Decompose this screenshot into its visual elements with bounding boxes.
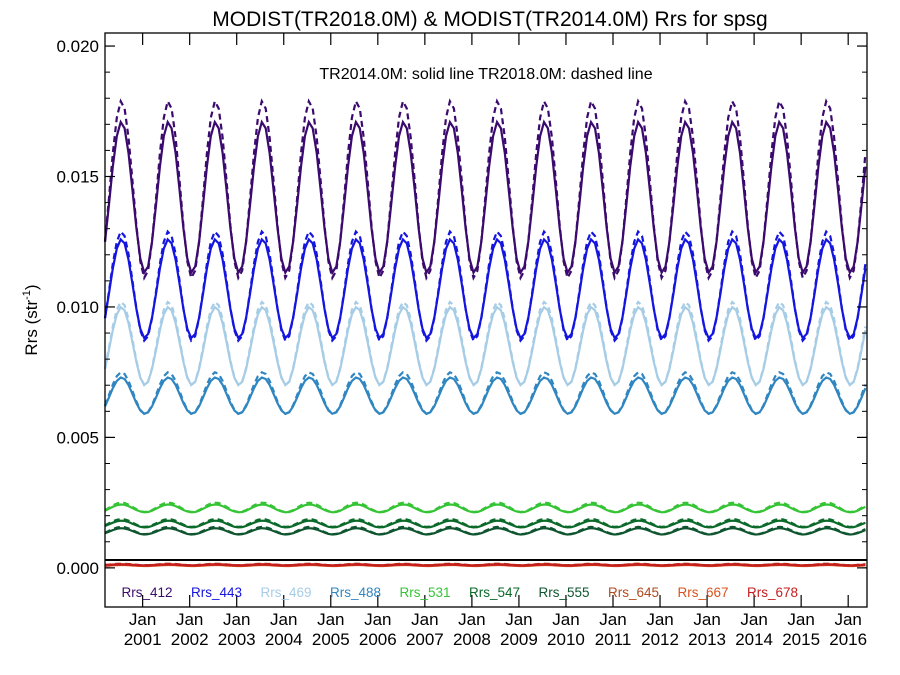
x-tick-year-label: 2004 — [265, 630, 303, 649]
x-tick-month-label: Jan — [223, 610, 250, 629]
legend-item-rrs-443: Rrs_443 — [191, 585, 242, 600]
series-line-rrs-555-dashed — [104, 525, 866, 536]
legend-item-rrs-667: Rrs_667 — [677, 585, 728, 600]
y-tick-label: 0.000 — [56, 559, 99, 578]
x-tick-month-label: Jan — [270, 610, 297, 629]
x-tick-year-label: 2007 — [406, 630, 444, 649]
series-line-rrs-443-dashed — [103, 229, 867, 343]
series-line-rrs-469-dashed — [103, 300, 867, 387]
x-tick-year-label: 2005 — [312, 630, 350, 649]
x-tick-year-label: 2011 — [595, 630, 632, 649]
y-tick-label: 0.020 — [56, 37, 99, 56]
x-tick-month-label: Jan — [740, 610, 767, 629]
x-tick-year-label: 2013 — [688, 630, 726, 649]
x-tick-month-label: Jan — [552, 610, 579, 629]
x-tick-month-label: Jan — [599, 610, 626, 629]
legend-item-rrs-555: Rrs_555 — [538, 585, 589, 600]
series-line-rrs-531-dashed — [104, 501, 866, 514]
x-tick-year-label: 2015 — [782, 630, 820, 649]
x-tick-year-label: 2006 — [359, 630, 397, 649]
series-line-rrs-547-dashed — [104, 517, 866, 529]
x-tick-year-label: 2009 — [500, 630, 538, 649]
legend-item-rrs-488: Rrs_488 — [330, 585, 381, 600]
y-axis-label: Rrs (str-1) — [21, 284, 41, 355]
x-tick-year-label: 2003 — [218, 630, 256, 649]
y-tick-label: 0.010 — [56, 298, 99, 317]
x-tick-month-label: Jan — [129, 610, 156, 629]
x-tick-year-label: 2001 — [124, 630, 162, 649]
series-line-rrs-412-dashed — [103, 98, 867, 281]
x-tick-month-label: Jan — [834, 610, 861, 629]
x-tick-year-label: 2008 — [453, 630, 491, 649]
x-tick-month-label: Jan — [317, 610, 344, 629]
legend-item-rrs-469: Rrs_469 — [260, 585, 311, 600]
x-tick-month-label: Jan — [458, 610, 485, 629]
y-axis-label-close: ) — [22, 284, 41, 290]
series-line-rrs-469-solid — [103, 305, 867, 387]
y-tick-label: 0.005 — [56, 428, 99, 447]
y-axis-label-main: Rrs (str — [22, 300, 41, 356]
legend-item-rrs-412: Rrs_412 — [121, 585, 172, 600]
y-axis-label-sup: -1 — [21, 290, 33, 300]
x-tick-year-label: 2012 — [641, 630, 679, 649]
x-tick-month-label: Jan — [787, 610, 814, 629]
series-lines — [103, 98, 867, 568]
x-tick-year-label: 2016 — [829, 630, 867, 649]
x-tick-month-label: Jan — [176, 610, 203, 629]
legend-item-rrs-678: Rrs_678 — [747, 585, 798, 600]
series-line-rrs-678-dashed — [104, 563, 866, 567]
legend: Rrs_412 Rrs_443 Rrs_469 Rrs_488 Rrs_531 Rrs_5… — [121, 585, 798, 600]
x-tick-month-label: Jan — [646, 610, 673, 629]
legend-item-rrs-547: Rrs_547 — [469, 585, 520, 600]
x-tick-month-label: Jan — [364, 610, 391, 629]
x-tick-month-label: Jan — [505, 610, 532, 629]
chart-annotation: TR2014.0M: solid line TR2018.0M: dashed … — [319, 66, 652, 83]
y-tick-label: 0.015 — [56, 168, 99, 187]
plot-frame — [104, 32, 868, 608]
axes: 0.0000.0050.0100.0150.020Jan2001Jan2002J… — [56, 33, 867, 649]
legend-item-rrs-531: Rrs_531 — [399, 585, 450, 600]
x-tick-year-label: 2014 — [735, 630, 773, 649]
x-tick-year-label: 2002 — [171, 630, 209, 649]
chart-title: MODIST(TR2018.0M) & MODIST(TR2014.0M) Rr… — [212, 8, 767, 31]
x-tick-month-label: Jan — [411, 610, 438, 629]
x-tick-month-label: Jan — [693, 610, 720, 629]
series-line-rrs-488-dashed — [103, 370, 867, 416]
x-tick-year-label: 2010 — [547, 630, 585, 649]
legend-item-rrs-645: Rrs_645 — [608, 585, 659, 600]
